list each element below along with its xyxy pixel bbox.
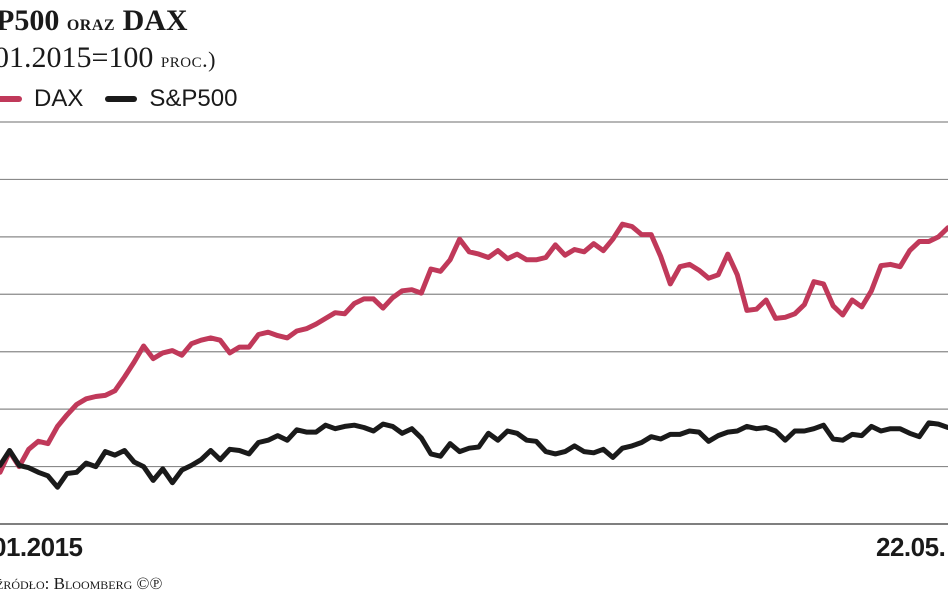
series-lines <box>0 221 948 490</box>
legend-label-dax: DAX <box>34 85 84 112</box>
chart-title: P500 oraz DAX <box>0 4 188 37</box>
legend-label-sp500: S&P500 <box>149 85 238 112</box>
source-note: źródło: Bloomberg ©℗ <box>0 574 163 593</box>
legend: DAX S&P500 <box>0 84 259 114</box>
x-tick-label-end: 22.05. <box>876 532 946 562</box>
series-line-dax <box>0 221 948 475</box>
gridlines <box>0 121 948 525</box>
line-chart <box>0 121 948 525</box>
legend-swatch-sp500 <box>105 96 138 102</box>
legend-item-sp500: S&P500 <box>105 84 237 114</box>
legend-item-dax: DAX <box>0 84 83 114</box>
series-line-sp500 <box>0 420 948 490</box>
chart-subtitle: 01.2015=100 proc.) <box>0 41 216 74</box>
x-tick-label-start: 01.2015 <box>0 532 83 562</box>
legend-swatch-dax <box>0 96 22 102</box>
